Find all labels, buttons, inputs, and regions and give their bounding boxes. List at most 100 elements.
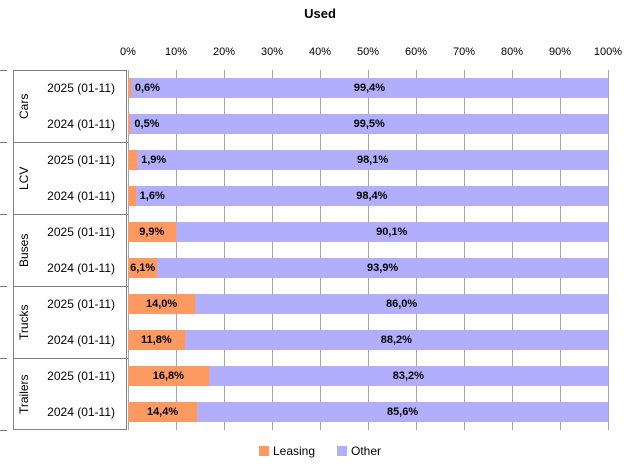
row-label: 2024 (01-11): [47, 333, 115, 347]
legend: Leasing Other: [0, 444, 640, 458]
leasing-segment: [128, 186, 136, 206]
gridline: [176, 70, 177, 430]
leasing-segment: [128, 78, 131, 98]
leasing-segment: [128, 150, 138, 170]
leasing-segment: [128, 366, 209, 386]
row-label: 2025 (01-11): [47, 153, 115, 167]
gridline: [272, 70, 273, 430]
leasing-data-label: 0,5%: [134, 118, 160, 130]
other-segment: [197, 402, 608, 422]
gridline: [128, 70, 129, 430]
other-data-label: 98,4%: [356, 190, 388, 202]
other-segment: [130, 78, 608, 98]
row-label: 2025 (01-11): [47, 369, 115, 383]
other-data-label: 99,5%: [353, 118, 385, 130]
x-axis-tick-label: 70%: [452, 46, 476, 58]
leasing-segment: [128, 294, 196, 314]
other-data-label: 85,6%: [386, 406, 419, 418]
other-segment: [175, 222, 608, 242]
x-axis-tick-label: 50%: [356, 46, 380, 58]
bar-row: 16,8% 83,2%: [128, 366, 608, 386]
bar-row: 11,8% 88,2%: [128, 330, 608, 350]
group-divider: [13, 358, 128, 359]
category-axis-tick: [0, 286, 7, 287]
gridline: [224, 70, 225, 430]
x-axis-tick-label: 90%: [548, 46, 572, 58]
leasing-data-label: 1,6%: [139, 190, 165, 202]
bar-row: 0,5% 99,5%: [128, 114, 608, 134]
other-segment: [157, 258, 608, 278]
x-axis-tick-label: 30%: [260, 46, 284, 58]
x-axis-tick-label: 80%: [500, 46, 524, 58]
row-label: 2024 (01-11): [47, 405, 115, 419]
legend-item: Leasing: [258, 444, 316, 458]
row-label: 2024 (01-11): [47, 261, 115, 275]
gridline: [320, 70, 321, 430]
other-data-label: 86,0%: [385, 298, 418, 310]
legend-label: Other: [351, 444, 382, 458]
row-label: 2025 (01-11): [47, 81, 115, 95]
x-axis-tick-label: 60%: [404, 46, 428, 58]
x-axis-tick-label: 40%: [308, 46, 332, 58]
gridline: [608, 70, 609, 430]
gridline: [464, 70, 465, 430]
other-data-label: 83,2%: [392, 370, 424, 382]
group-divider: [13, 142, 128, 143]
category-axis-tick: [0, 358, 7, 359]
category-axis-tick: [0, 142, 7, 143]
other-data-label: 99,4%: [353, 82, 386, 94]
legend-swatch-leasing: [258, 446, 269, 456]
legend-swatch-other: [337, 446, 348, 456]
category-axis-box: [13, 70, 127, 430]
other-data-label: 93,9%: [367, 262, 399, 274]
row-label: 2025 (01-11): [47, 225, 115, 239]
leasing-segment: [128, 330, 185, 350]
leasing-data-label: 16,8%: [152, 370, 184, 382]
leasing-data-label: 1,9%: [141, 154, 167, 166]
legend-label: Leasing: [272, 444, 316, 458]
chart-title: Used: [304, 6, 336, 21]
other-segment: [208, 366, 608, 386]
x-axis-tick-label: 10%: [164, 46, 188, 58]
leasing-segment: [128, 402, 198, 422]
leasing-data-label: 0,6%: [134, 82, 160, 94]
other-data-label: 98,1%: [356, 154, 389, 166]
row-label: 2024 (01-11): [47, 117, 115, 131]
bar-row: 1,9% 98,1%: [128, 150, 608, 170]
gridline: [560, 70, 561, 430]
leasing-data-label: 14,4%: [146, 406, 179, 418]
other-segment: [130, 114, 608, 134]
other-data-label: 90,1%: [376, 226, 408, 238]
bar-row: 14,4% 85,6%: [128, 402, 608, 422]
category-axis-tick: [0, 70, 7, 71]
legend-item: Other: [337, 444, 381, 458]
other-segment: [184, 330, 608, 350]
other-segment: [137, 150, 608, 170]
row-label: 2025 (01-11): [47, 297, 115, 311]
other-data-label: 88,2%: [380, 334, 412, 346]
gridline: [512, 70, 513, 430]
bar-row: 9,9% 90,1%: [128, 222, 608, 242]
other-segment: [195, 294, 608, 314]
bar-row: 14,0% 86,0%: [128, 294, 608, 314]
leasing-data-label: 9,9%: [139, 226, 165, 238]
gridline: [416, 70, 417, 430]
leasing-data-label: 6,1%: [130, 262, 156, 274]
other-segment: [135, 186, 608, 206]
group-divider: [13, 286, 128, 287]
leasing-data-label: 14,0%: [145, 298, 178, 310]
category-axis-tick: [0, 430, 7, 431]
x-axis-tick-label: 20%: [212, 46, 236, 58]
group-divider: [13, 214, 128, 215]
leasing-segment: [128, 114, 131, 134]
leasing-segment: [128, 258, 158, 278]
bar-row: 0,6% 99,4%: [128, 78, 608, 98]
category-axis-tick: [0, 214, 7, 215]
bar-row: 6,1% 93,9%: [128, 258, 608, 278]
gridline: [368, 70, 369, 430]
leasing-segment: [128, 222, 176, 242]
bar-row: 1,6% 98,4%: [128, 186, 608, 206]
x-axis-tick-label: 0%: [120, 46, 136, 58]
leasing-data-label: 11,8%: [141, 334, 172, 346]
